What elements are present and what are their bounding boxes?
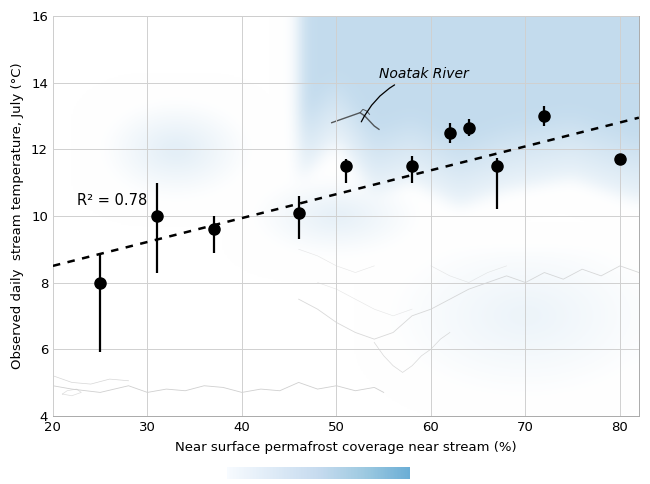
Y-axis label: Observed daily  stream temperature, July (°C): Observed daily stream temperature, July … [11, 62, 24, 369]
X-axis label: Near surface permafrost coverage near stream (%): Near surface permafrost coverage near st… [175, 440, 517, 454]
Text: Noatak River: Noatak River [361, 67, 469, 122]
Text: R² = 0.78: R² = 0.78 [77, 193, 147, 208]
